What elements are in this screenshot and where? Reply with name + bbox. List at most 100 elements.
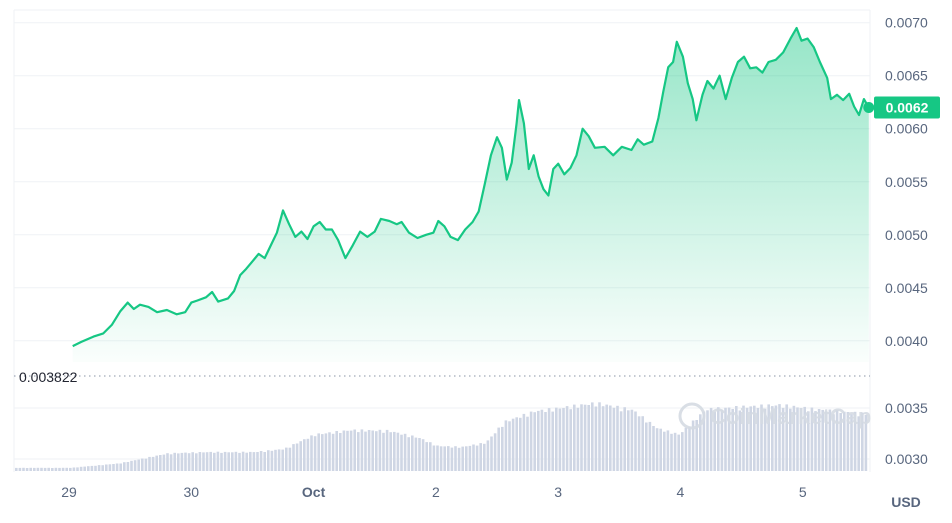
volume-bar <box>245 452 248 471</box>
volume-bar <box>576 407 580 471</box>
volume-bar <box>328 432 331 471</box>
volume-bar <box>803 406 806 471</box>
volume-bar <box>360 429 364 471</box>
volume-bar <box>483 443 486 471</box>
volume-bar <box>177 453 180 471</box>
volume-bar <box>443 446 446 471</box>
time-tick-label: 2 <box>432 484 440 500</box>
volume-bar <box>616 405 619 471</box>
volume-bar <box>159 455 162 471</box>
volume-bar <box>601 406 605 471</box>
volume-bar <box>709 407 713 471</box>
volume-bar <box>850 414 853 471</box>
volume-bar <box>141 458 144 471</box>
volume-bar <box>591 402 594 471</box>
volume-bar <box>839 413 842 471</box>
volume-bar <box>148 456 151 471</box>
volume-bar <box>231 452 234 471</box>
volume-bar <box>213 452 216 471</box>
volume-bar <box>699 414 702 471</box>
volume-bar <box>346 430 349 471</box>
volume-bar <box>256 452 259 471</box>
volume-bar <box>785 404 788 471</box>
volume-bar <box>652 426 655 471</box>
volume-bar <box>760 404 763 471</box>
volume-bar <box>587 405 590 471</box>
volume-bar <box>605 404 608 471</box>
price-tick-label: 0.0050 <box>885 227 928 243</box>
volume-bar <box>331 433 335 471</box>
volume-bar <box>115 463 119 471</box>
volume-bar <box>706 410 709 471</box>
volume-bar <box>493 433 497 471</box>
volume-bar <box>468 445 472 471</box>
volume-bar <box>22 467 25 471</box>
volume-bar <box>695 420 698 471</box>
volume-bar <box>475 445 479 471</box>
current-price-marker[interactable] <box>863 102 875 114</box>
volume-bar <box>295 443 299 471</box>
volume-bar <box>144 458 148 471</box>
volume-bar <box>184 452 187 471</box>
price-area-fill <box>72 28 869 362</box>
volume-bar <box>681 432 684 471</box>
volume-bar <box>83 466 86 471</box>
volume-bar <box>393 431 396 471</box>
volume-bar <box>227 452 230 471</box>
volume-bar <box>465 446 468 471</box>
volume-bar <box>40 467 43 471</box>
volume-bar <box>843 411 846 471</box>
volume-bar <box>623 407 626 471</box>
volume-bar <box>317 433 320 471</box>
volume-bar <box>270 450 274 471</box>
volume-bar <box>407 437 410 471</box>
volume-bar <box>187 453 191 471</box>
volume-bar <box>133 460 137 471</box>
time-tick-label: 29 <box>61 484 77 500</box>
volume-bar <box>666 430 670 471</box>
volume-bar <box>29 467 32 471</box>
volume-bar <box>486 440 490 471</box>
volume-bar <box>169 454 173 471</box>
volume-bar <box>526 416 529 471</box>
volume-bar <box>677 434 680 471</box>
volume-bar <box>562 408 565 471</box>
volume-bar <box>292 444 295 471</box>
volume-bar <box>429 442 432 471</box>
volume-bar <box>864 414 868 471</box>
volume-bar <box>457 447 461 471</box>
volume-bar <box>735 406 738 471</box>
volume-bar <box>673 432 677 471</box>
volume-bar <box>799 408 803 471</box>
volume-bar <box>544 412 547 471</box>
volume-bar <box>504 420 508 471</box>
volume-bar <box>763 408 767 471</box>
volume-bar <box>119 463 122 471</box>
volume-bar <box>112 464 115 471</box>
volume-bar <box>209 451 212 471</box>
volume-bar <box>72 467 76 471</box>
volume-bar <box>828 409 832 471</box>
volume-bar <box>180 452 184 471</box>
volume-bar <box>583 404 587 471</box>
volume-bar <box>166 453 169 471</box>
volume-bar <box>580 404 583 471</box>
volume-bar <box>126 462 130 471</box>
volume-bar <box>810 407 814 471</box>
volume-bar <box>403 433 407 471</box>
volume-bar <box>303 439 306 471</box>
volume-bar <box>724 407 727 471</box>
volume-bar <box>339 433 342 471</box>
volume-bar <box>367 430 371 471</box>
volume-bar <box>54 467 58 471</box>
price-tick-label: 0.0065 <box>885 68 928 84</box>
volume-bar <box>223 451 227 471</box>
volume-bar <box>425 442 428 471</box>
volume-bar <box>817 409 821 471</box>
volume-bar <box>529 411 533 471</box>
volume-bar <box>357 432 360 471</box>
volume-bar <box>634 411 637 471</box>
volume-bar <box>285 447 288 471</box>
volume-axis: 0.0035 0.0030 <box>885 400 928 467</box>
